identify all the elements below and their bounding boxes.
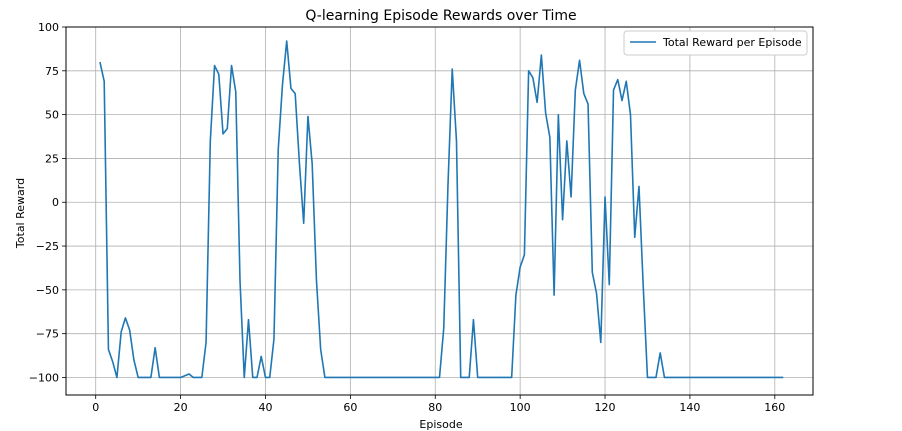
plot-area	[99, 40, 784, 379]
plot-frame	[65, 26, 814, 396]
y-tick-label: 50	[45, 109, 59, 122]
y-axis: −100 −75 −50 −25 0 25 50 75 100	[29, 21, 66, 384]
legend-label: Total Reward per Episode	[662, 36, 802, 49]
y-tick-label: 100	[38, 21, 59, 34]
y-tick-label: −75	[36, 328, 59, 341]
y-tick-label: 0	[52, 196, 59, 209]
y-tick-label: −50	[36, 284, 59, 297]
y-axis-title: Total Reward	[14, 178, 27, 249]
y-tick-label: 75	[45, 65, 59, 78]
x-axis-title: Episode	[419, 418, 462, 431]
y-tick-label: −100	[29, 371, 59, 384]
x-axis: 0 20 40 60 80 100 120 140 160	[92, 395, 785, 414]
x-tick-label: 160	[764, 401, 785, 414]
x-tick-label: 60	[343, 401, 357, 414]
grid	[66, 26, 813, 395]
legend-box	[623, 30, 808, 56]
x-tick-label: 100	[510, 401, 531, 414]
series-line	[99, 40, 784, 379]
x-tick-label: 20	[174, 401, 188, 414]
x-tick-label: 120	[595, 401, 616, 414]
chart-title: Q-learning Episode Rewards over Time	[305, 8, 576, 24]
legend: Total Reward per Episode	[623, 30, 808, 56]
x-tick-label: 0	[92, 401, 99, 414]
y-tick-label: −25	[36, 240, 59, 253]
x-tick-label: 140	[679, 401, 700, 414]
y-tick-label: 25	[45, 152, 59, 165]
x-tick-label: 80	[428, 401, 442, 414]
x-tick-label: 40	[258, 401, 272, 414]
